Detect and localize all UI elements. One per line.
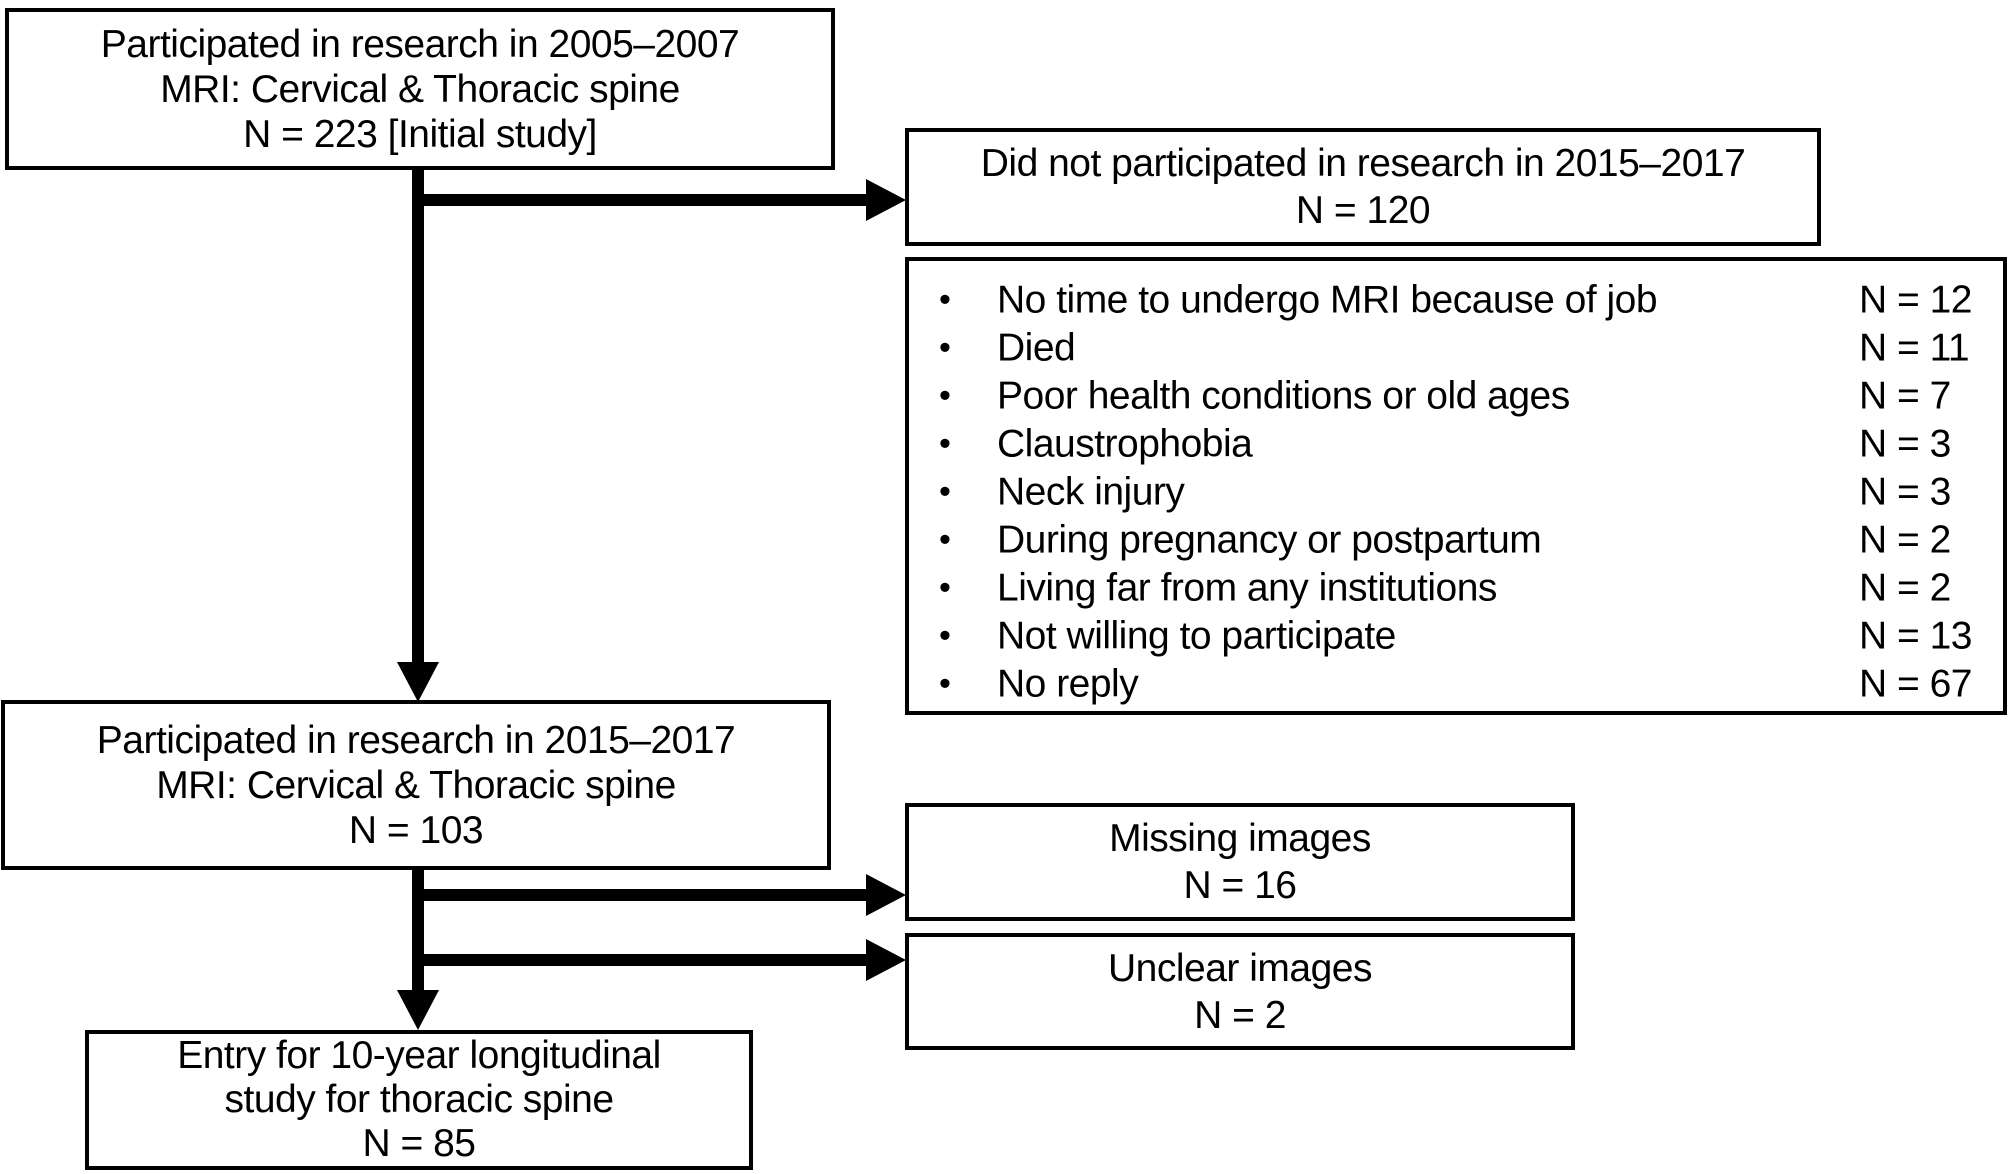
reason-row: • Poor health conditions or old ages N =… (909, 372, 2003, 420)
reason-count: N = 11 (1859, 326, 1970, 370)
box-line: Did not participated in research in 2015… (980, 142, 1746, 185)
arrowhead-down-icon (397, 662, 439, 702)
bullet-icon: • (939, 568, 951, 607)
connector-to-did-not-participate (412, 194, 868, 206)
bullet-icon: • (939, 376, 951, 415)
reason-label: Living far from any institutions (997, 566, 1497, 610)
box-line: Missing images (1109, 817, 1371, 860)
reason-count: N = 12 (1859, 278, 1973, 322)
box-line: Participated in research in 2005–2007 (100, 22, 740, 66)
box-unclear-images: Unclear images N = 2 (905, 933, 1575, 1050)
connector-to-missing-images (412, 889, 868, 901)
reason-row: • Died N = 11 (909, 324, 2003, 372)
reason-count: N = 2 (1859, 566, 1951, 610)
reason-count: N = 2 (1859, 518, 1951, 562)
reason-label: Died (997, 326, 1076, 370)
reason-row: • Neck injury N = 3 (909, 468, 2003, 516)
reason-label: During pregnancy or postpartum (997, 518, 1542, 562)
reason-count: N = 7 (1859, 374, 1951, 418)
bullet-icon: • (939, 616, 951, 655)
box-line: N = 85 (362, 1122, 477, 1165)
box-entry-longitudinal: Entry for 10-year longitudinal study for… (85, 1030, 753, 1170)
reason-row: • During pregnancy or postpartum N = 2 (909, 516, 2003, 564)
reason-label: Claustrophobia (997, 422, 1253, 466)
reason-label: No time to undergo MRI because of job (997, 278, 1658, 322)
box-line: MRI: Cervical & Thoracic spine (156, 763, 676, 807)
arrowhead-right-icon (866, 874, 906, 916)
box-line: N = 16 (1183, 864, 1298, 907)
box-line: Entry for 10-year longitudinal (177, 1034, 661, 1077)
arrowhead-down-icon (397, 990, 439, 1030)
box-dropout-reasons: • No time to undergo MRI because of job … (905, 257, 2007, 715)
reason-label: Poor health conditions or old ages (997, 374, 1570, 418)
reason-count: N = 3 (1859, 422, 1951, 466)
bullet-icon: • (939, 328, 951, 367)
box-line: N = 223 [Initial study] (243, 112, 597, 156)
reason-row: • Claustrophobia N = 3 (909, 420, 2003, 468)
connector-to-unclear-images (412, 954, 868, 966)
connector-initial-to-2015 (412, 170, 424, 666)
reason-row: • Not willing to participate N = 13 (909, 612, 2003, 660)
box-missing-images: Missing images N = 16 (905, 803, 1575, 921)
reason-count: N = 3 (1859, 470, 1951, 514)
reason-row: • No reply N = 67 (909, 660, 2003, 708)
box-line: N = 2 (1194, 993, 1286, 1037)
box-line: Participated in research in 2015–2017 (96, 718, 736, 762)
box-line: N = 103 (348, 808, 484, 852)
box-initial-study: Participated in research in 2005–2007 MR… (5, 8, 835, 170)
reason-count: N = 13 (1859, 614, 1973, 658)
bullet-icon: • (939, 280, 951, 319)
reason-count: N = 67 (1859, 662, 1973, 706)
box-did-not-participate: Did not participated in research in 2015… (905, 128, 1821, 246)
reason-label: Neck injury (997, 470, 1185, 514)
box-line: Unclear images (1108, 946, 1372, 990)
bullet-icon: • (939, 520, 951, 559)
reason-label: Not willing to participate (997, 614, 1396, 658)
box-line: MRI: Cervical & Thoracic spine (160, 67, 680, 111)
arrowhead-right-icon (866, 179, 906, 221)
bullet-icon: • (939, 424, 951, 463)
box-line: N = 120 (1295, 189, 1431, 232)
box-line: study for thoracic spine (224, 1078, 614, 1121)
reason-row: • Living far from any institutions N = 2 (909, 564, 2003, 612)
reason-row: • No time to undergo MRI because of job … (909, 276, 2003, 324)
arrowhead-right-icon (866, 939, 906, 981)
box-participated-2015: Participated in research in 2015–2017 MR… (1, 700, 831, 870)
bullet-icon: • (939, 664, 951, 703)
bullet-icon: • (939, 472, 951, 511)
reason-label: No reply (997, 662, 1139, 706)
